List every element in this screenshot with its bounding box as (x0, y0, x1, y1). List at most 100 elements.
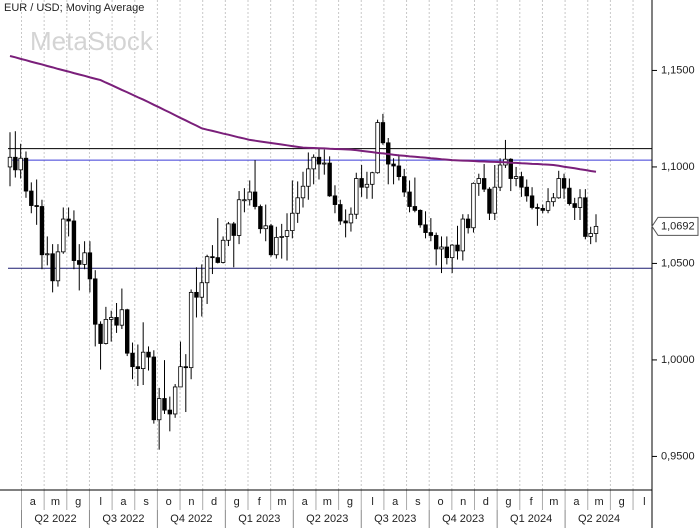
candle-body (87, 252, 93, 280)
month-label: m (51, 496, 60, 508)
y-tick-label: 1,1500 (661, 64, 695, 76)
candle-body (66, 218, 71, 222)
candle-body (98, 323, 103, 344)
candle-body (18, 157, 23, 171)
candle-body (284, 230, 290, 237)
candle-body (481, 178, 487, 190)
candle-body (279, 236, 284, 238)
candle-body (364, 183, 370, 188)
y-tick-label: 1,0000 (661, 354, 695, 366)
candle-body (188, 291, 194, 369)
candle-body (23, 157, 29, 192)
candle-body (524, 186, 529, 197)
candle-body (242, 199, 247, 202)
candle-body (577, 197, 583, 208)
month-label: a (392, 496, 399, 508)
candle-body (508, 158, 513, 179)
candle-body (583, 197, 588, 237)
candle-body (178, 366, 183, 388)
quarter-label: Q1 2024 (510, 513, 552, 525)
candle-body (55, 251, 61, 282)
candle-body (402, 176, 407, 193)
month-label: a (120, 496, 127, 508)
candle-body (588, 233, 593, 237)
candle-body (497, 164, 503, 188)
candle-body (140, 351, 146, 370)
month-label: g (347, 496, 353, 508)
candle-body (135, 366, 141, 370)
candle-body (125, 309, 130, 354)
candle-body (29, 190, 34, 206)
candle-body (50, 253, 55, 282)
candle-body (513, 176, 519, 179)
candle-body (13, 156, 18, 171)
candle-body (290, 212, 295, 232)
last-price-label: 1,0692 (661, 220, 695, 232)
candle-body (449, 244, 455, 259)
candle-body (444, 246, 450, 259)
candle-body (343, 220, 348, 224)
candle-body (519, 176, 524, 188)
candle-body (316, 156, 322, 165)
candle-body (295, 197, 300, 214)
month-label: l (643, 496, 645, 508)
candle-body (263, 225, 268, 230)
watermark: MetaStock (30, 26, 154, 56)
candle-body (103, 318, 109, 344)
candle-body (359, 178, 364, 188)
candle-body (487, 188, 492, 214)
candle-body (93, 278, 98, 325)
candle-body (172, 386, 178, 415)
month-label: g (619, 496, 625, 508)
candle-body (380, 122, 386, 144)
candle-body (551, 197, 556, 203)
candle-body (375, 122, 380, 174)
candle-body (439, 246, 444, 250)
candle-body (82, 252, 87, 265)
candle-body (167, 409, 173, 415)
month-label: m (323, 496, 332, 508)
candle-body (220, 239, 226, 263)
candle-body (268, 225, 274, 256)
candle-body (109, 317, 114, 320)
candle-body (311, 156, 316, 170)
candle-body (561, 178, 567, 189)
candle-body (417, 209, 423, 226)
month-label: o (437, 496, 443, 508)
last-price-pointer (651, 216, 699, 236)
month-label: d (211, 496, 217, 508)
candle-body (572, 203, 577, 208)
quarter-label: Q3 2022 (102, 513, 144, 525)
quarter-label: Q2 2022 (34, 513, 76, 525)
month-label: d (483, 496, 489, 508)
candle-body (433, 235, 439, 250)
candle-body (156, 398, 162, 421)
candle-body (529, 195, 535, 208)
month-label: l (100, 496, 102, 508)
candle-body (300, 185, 306, 199)
month-label: o (166, 496, 172, 508)
candle-body (396, 165, 402, 177)
quarter-label: Q2 2023 (306, 513, 348, 525)
candle-body (593, 225, 599, 234)
quarter-label: Q1 2023 (238, 513, 280, 525)
quarter-label: Q4 2022 (170, 513, 212, 525)
candle-body (210, 256, 215, 259)
month-label: n (188, 496, 194, 508)
candle-body (194, 291, 199, 298)
candle-body (348, 213, 354, 224)
candle-body (34, 205, 39, 207)
month-label: m (594, 496, 603, 508)
candle-body (567, 187, 572, 205)
candle-body (151, 356, 157, 421)
quarter-label: Q2 2024 (578, 513, 620, 525)
candle-body (274, 236, 279, 256)
candle-body (540, 208, 545, 211)
candle-body (306, 168, 311, 187)
candle-body (370, 172, 375, 185)
candle-body (236, 199, 242, 236)
candle-body (45, 253, 50, 256)
candle-body (71, 220, 77, 261)
